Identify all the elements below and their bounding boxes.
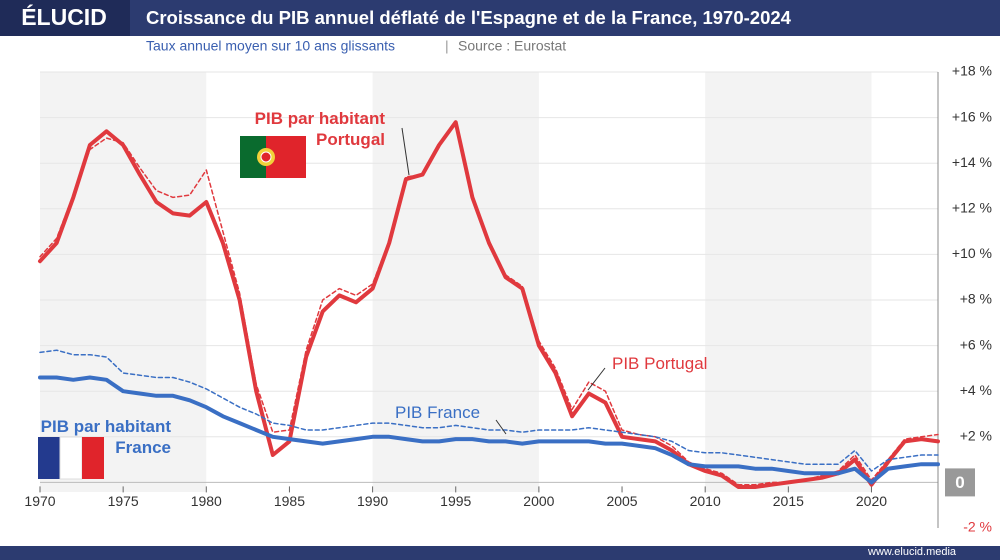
brand: ÉLUCID (21, 3, 107, 30)
series-line (38, 375, 940, 485)
header-bar (0, 0, 1000, 36)
y-tick-label: +14 % (952, 154, 992, 170)
y-tick-label: +18 % (952, 63, 992, 79)
flag-portugal (240, 136, 306, 178)
series-label: PIB par habitant Portugal (254, 109, 385, 149)
band (705, 72, 872, 492)
x-tick-label: 1970 (24, 493, 55, 509)
zero-box (945, 468, 975, 497)
separator: | (445, 38, 449, 54)
footer: www.elucid.media (867, 546, 957, 558)
x-tick-label: 1975 (108, 493, 139, 509)
y-tick-label: 0 (955, 473, 964, 492)
y-tick-label: +10 % (952, 245, 992, 261)
x-tick-label: 2020 (856, 493, 887, 509)
pointer (495, 419, 507, 435)
y-tick-label: +4 % (960, 382, 992, 398)
series-label: PIB Portugal (612, 354, 708, 373)
y-tick-label: +2 % (960, 428, 992, 444)
series-label: PIB par habitant France (40, 417, 171, 457)
chart-title: Croissance du PIB annuel déflaté de l'Es… (146, 7, 792, 28)
series-label: PIB France (395, 403, 481, 422)
x-tick-label: 1995 (440, 493, 471, 509)
logo-box (0, 0, 130, 36)
y-tick-label: +16 % (952, 108, 992, 124)
source: Source : Eurostat (458, 38, 566, 54)
flag-france (38, 436, 104, 480)
x-tick-label: 2010 (690, 493, 721, 509)
series-line (39, 349, 939, 472)
y-tick-label: -2 % (963, 519, 992, 535)
x-tick-label: 1985 (274, 493, 305, 509)
pointer (401, 127, 410, 176)
x-tick-label: 2000 (523, 493, 554, 509)
y-tick-label: +12 % (952, 200, 992, 216)
pointer (587, 367, 606, 391)
series-line (39, 121, 939, 486)
subtitle: Taux annuel moyen sur 10 ans glissants (146, 38, 395, 54)
y-tick-label: +6 % (960, 336, 992, 352)
y-tick-label: +8 % (960, 291, 992, 307)
x-tick-label: 1980 (191, 493, 222, 509)
x-tick-label: 2005 (606, 493, 637, 509)
footer-bar (0, 546, 1000, 560)
x-tick-label: 2015 (773, 493, 804, 509)
x-tick-label: 1990 (357, 493, 388, 509)
